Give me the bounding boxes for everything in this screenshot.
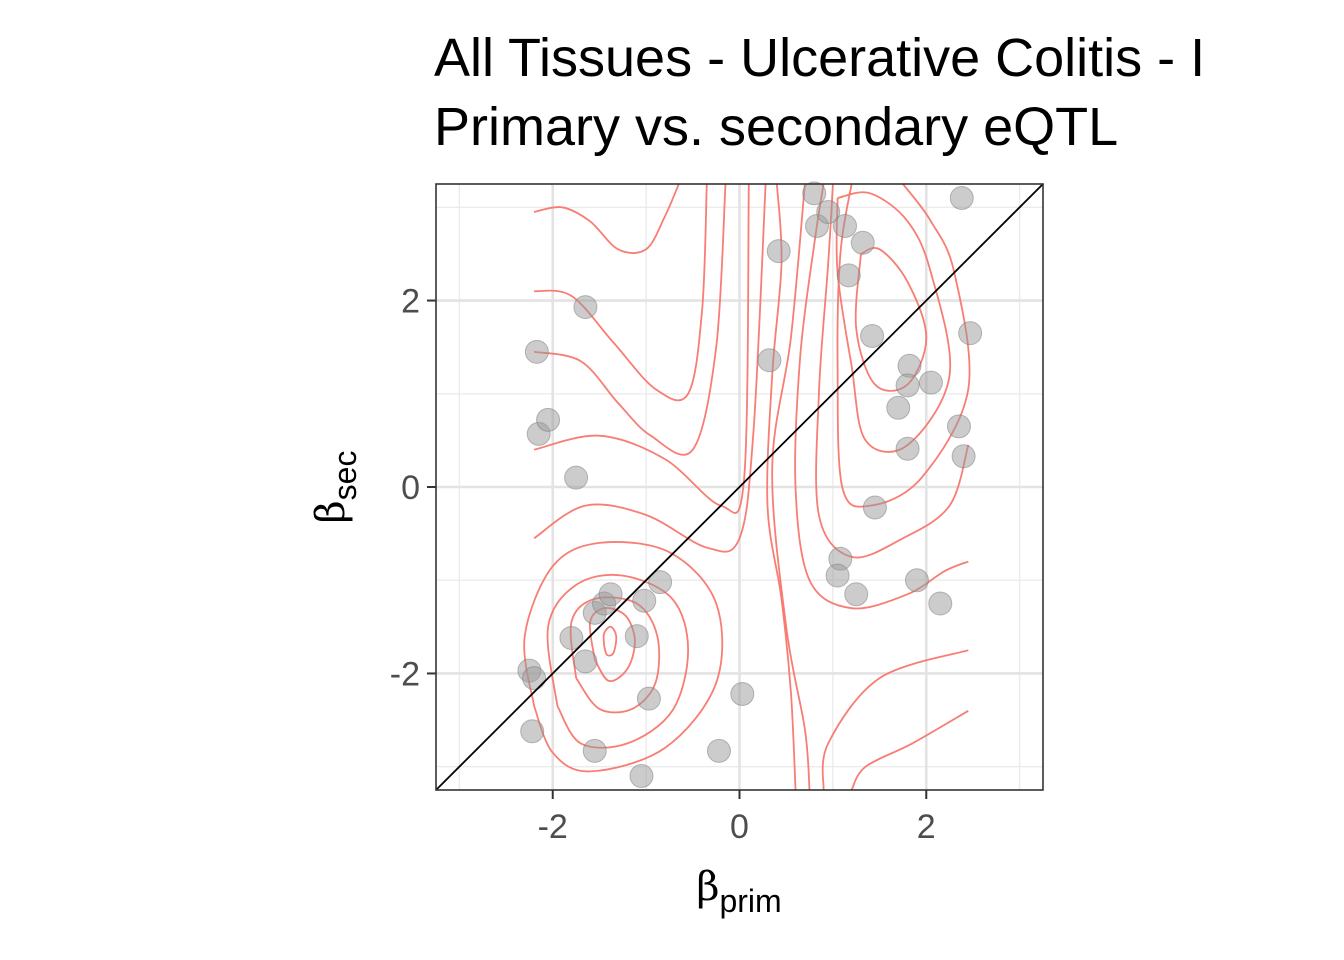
density-contour: [794, 183, 969, 610]
data-point: [573, 649, 598, 674]
data-point: [536, 407, 561, 432]
data-points: [517, 181, 983, 789]
data-point: [958, 321, 983, 346]
data-point: [850, 230, 875, 255]
data-point: [598, 582, 623, 607]
data-point: [564, 465, 589, 490]
density-contours: [523, 183, 971, 791]
data-point: [946, 414, 971, 439]
data-point: [836, 263, 861, 288]
data-point: [559, 626, 584, 651]
data-point: [895, 373, 920, 398]
x-axis-subscript: prim: [719, 883, 781, 919]
data-point: [825, 563, 850, 588]
density-contour: [821, 649, 969, 791]
data-point: [886, 395, 911, 420]
data-point: [573, 295, 598, 320]
data-point: [522, 666, 547, 691]
data-point: [582, 738, 607, 763]
identity-line: [435, 183, 1044, 791]
data-point: [730, 681, 755, 706]
density-contour: [835, 191, 952, 453]
density-contour: [766, 183, 797, 791]
density-contour: [533, 183, 727, 456]
density-contour: [815, 183, 970, 559]
density-contour: [836, 183, 971, 508]
data-point: [624, 624, 649, 649]
data-point: [629, 764, 654, 789]
x-tick-label: 0: [730, 808, 749, 846]
chart-title-line-1: All Tissues - Ulcerative Colitis - I: [434, 28, 1205, 88]
density-contour: [523, 541, 724, 773]
data-point: [648, 570, 673, 595]
data-point: [904, 568, 929, 593]
data-point: [802, 181, 827, 206]
x-tick-label: 2: [917, 808, 936, 846]
density-contour: [533, 183, 680, 254]
y-axis-subscript: sec: [327, 451, 363, 501]
data-point: [636, 686, 661, 711]
y-tick-label: -2: [390, 655, 420, 693]
density-contour: [569, 596, 661, 714]
y-axis: -2 0 2: [390, 283, 436, 693]
data-point: [951, 444, 976, 469]
data-point: [757, 348, 782, 373]
x-axis-symbol: β: [696, 864, 719, 910]
data-point: [949, 185, 974, 210]
y-axis-symbol: β: [308, 500, 354, 523]
chart-title-line-2: Primary vs. secondary eQTL: [434, 97, 1118, 157]
data-point: [895, 436, 920, 461]
data-point: [706, 738, 731, 763]
x-axis-label: βprim: [696, 864, 781, 919]
x-axis: -2 0 2: [538, 790, 936, 846]
data-point: [632, 588, 657, 613]
y-tick-label: 2: [401, 283, 420, 321]
data-point: [918, 370, 943, 395]
data-point: [766, 239, 791, 264]
density-contour: [771, 183, 811, 791]
x-tick-label: -2: [538, 808, 568, 846]
density-contour: [850, 710, 969, 791]
density-contour: [533, 183, 767, 553]
plot-panel: [435, 181, 1044, 791]
data-point: [524, 339, 549, 364]
data-point: [833, 213, 858, 238]
data-point: [816, 199, 841, 224]
data-point: [520, 719, 545, 744]
data-point: [862, 495, 887, 520]
density-contour: [533, 183, 708, 402]
data-point: [928, 591, 953, 616]
y-axis-label: βsec: [308, 451, 363, 524]
y-tick-label: 0: [401, 469, 420, 507]
data-point: [860, 323, 885, 348]
density-contour: [602, 625, 618, 657]
data-point: [844, 582, 869, 607]
